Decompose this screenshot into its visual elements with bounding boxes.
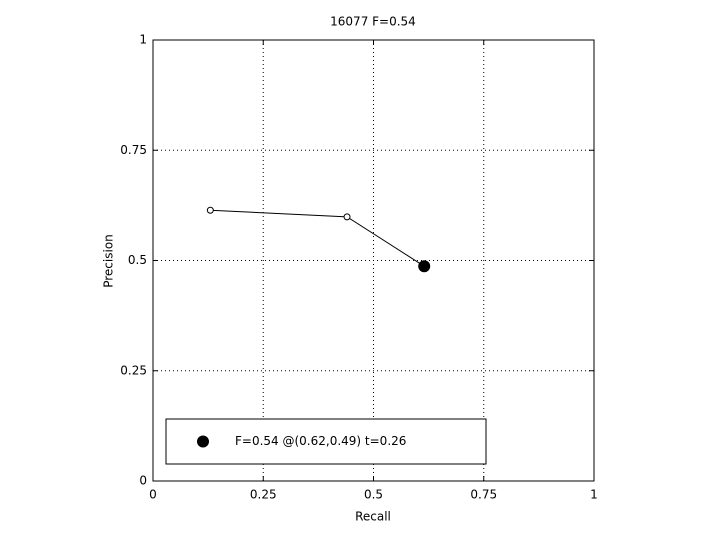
y-tick-label: 0.5 <box>128 253 147 267</box>
chart-title: 16077 F=0.54 <box>330 15 416 29</box>
legend-box <box>165 418 487 465</box>
legend-label: F=0.54 @(0.62,0.49) t=0.26 <box>235 434 406 448</box>
x-tick-label: 0 <box>149 488 157 502</box>
point <box>206 206 214 214</box>
point <box>343 213 351 221</box>
y-tick-label: 0 <box>139 474 147 488</box>
y-tick-label: 1 <box>139 33 147 47</box>
y-tick-label: 0.75 <box>120 143 147 157</box>
point <box>418 260 431 273</box>
x-tick-label: 1 <box>590 488 598 502</box>
legend-marker <box>197 435 209 448</box>
x-tick-label: 0.25 <box>250 488 277 502</box>
x-tick-label: 0.5 <box>364 488 383 502</box>
plot-frame <box>152 39 595 482</box>
x-axis-label: Recall <box>355 510 391 524</box>
y-tick-label: 0.25 <box>120 363 147 377</box>
x-tick-label: 0.75 <box>470 488 497 502</box>
y-axis-label: Precision <box>102 234 116 288</box>
